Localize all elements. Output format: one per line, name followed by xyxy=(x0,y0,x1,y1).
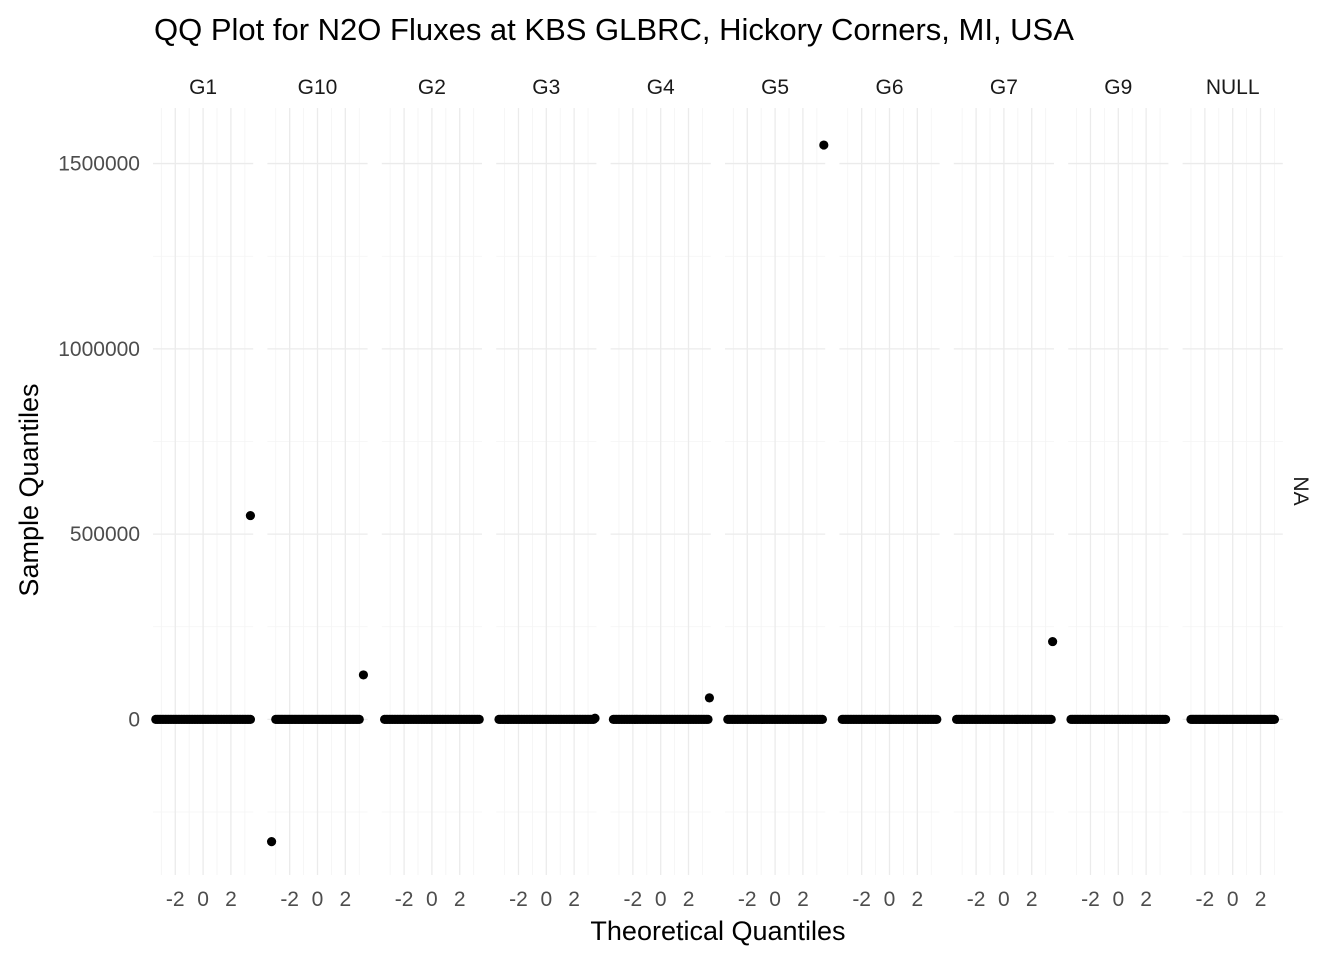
x-tick-label: 0 xyxy=(1227,888,1239,911)
x-tick-label: 2 xyxy=(225,888,237,911)
outlier-point xyxy=(266,837,277,847)
data-point xyxy=(1161,714,1171,724)
x-tick-label: 0 xyxy=(540,888,552,911)
x-tick-label: 0 xyxy=(312,888,324,911)
x-tick-label: -2 xyxy=(395,888,414,911)
x-tick-label: 0 xyxy=(998,888,1010,911)
outlier-point xyxy=(245,510,256,521)
outlier-point xyxy=(358,670,369,680)
facet-strip-label: NULL xyxy=(1206,76,1260,99)
y-axis-title: Sample Quantiles xyxy=(14,383,44,596)
outlier-point xyxy=(704,693,715,703)
x-tick-label: 0 xyxy=(197,888,209,911)
x-tick-label: 0 xyxy=(769,888,781,911)
x-tick-label: -2 xyxy=(280,888,299,911)
facet-panel-null: NULL -2 0 2 xyxy=(1182,76,1283,911)
facet-panel-g1: G1 -2 0 2 xyxy=(151,76,256,911)
x-tick-label: -2 xyxy=(1081,888,1100,911)
x-tick-label: -2 xyxy=(852,888,871,911)
x-tick-label: 0 xyxy=(426,888,438,911)
facet-panel-g10: G10 -2 0 2 xyxy=(266,76,369,911)
x-tick-label: 2 xyxy=(1140,888,1152,911)
facet-panel-g9: G9 -2 0 2 xyxy=(1066,76,1171,911)
data-point xyxy=(817,714,828,724)
data-point xyxy=(354,714,364,724)
facet-panel-g6: G6 -2 0 2 xyxy=(837,76,942,911)
facet-panel-g4: G4 -2 0 2 xyxy=(608,76,715,911)
data-point xyxy=(932,714,942,724)
x-axis-title: Theoretical Quantiles xyxy=(590,916,845,946)
data-point xyxy=(703,714,713,724)
x-tick-label: -2 xyxy=(1196,888,1215,911)
data-point xyxy=(1046,714,1056,724)
x-tick-label: 2 xyxy=(911,888,923,911)
facet-strip-label: G5 xyxy=(761,76,789,99)
facet-panel-g7: G7 -2 0 2 xyxy=(951,76,1058,911)
x-tick-label: -2 xyxy=(166,888,185,911)
facet-strip-label: G2 xyxy=(418,76,446,99)
facet-panel-g2: G2 -2 0 2 xyxy=(379,76,484,911)
x-tick-label: 2 xyxy=(683,888,695,911)
outlier-point xyxy=(1048,636,1058,647)
data-point xyxy=(474,714,484,724)
x-tick-label: 2 xyxy=(568,888,580,911)
facet-strip-label: G9 xyxy=(1104,76,1132,99)
x-tick-label: 2 xyxy=(1255,888,1267,911)
data-point xyxy=(1269,714,1280,724)
x-tick-label: 2 xyxy=(454,888,466,911)
facet-strip-label: G7 xyxy=(990,76,1018,99)
x-tick-label: 0 xyxy=(1112,888,1124,911)
x-tick-label: 2 xyxy=(339,888,351,911)
facet-strip-label: G10 xyxy=(298,76,338,99)
facet-strip-label: G6 xyxy=(875,76,903,99)
x-tick-label: -2 xyxy=(624,888,643,911)
x-tick-label: 2 xyxy=(797,888,809,911)
x-tick-label: 2 xyxy=(1026,888,1038,911)
outlier-point xyxy=(819,140,829,150)
x-tick-label: -2 xyxy=(738,888,757,911)
x-tick-label: 0 xyxy=(884,888,896,911)
facet-strip-label: G1 xyxy=(189,76,217,99)
y-tick-label: 0 xyxy=(128,708,140,731)
x-tick-label: -2 xyxy=(967,888,986,911)
chart-title: QQ Plot for N2O Fluxes at KBS GLBRC, Hic… xyxy=(154,12,1074,47)
facet-strip-label: G4 xyxy=(647,76,675,99)
facet-panel-g5: G5 -2 0 2 xyxy=(723,76,829,911)
y-tick-label: 1500000 xyxy=(58,153,140,176)
x-tick-label: 0 xyxy=(655,888,667,911)
data-point xyxy=(245,714,256,724)
y-axis: 0 500000 1000000 1500000 xyxy=(58,153,140,732)
facet-panel-g3: G3 -2 0 2 xyxy=(494,76,600,911)
y-tick-label: 500000 xyxy=(70,523,140,546)
facet-row-strip-label: NA xyxy=(1289,476,1312,505)
outlier-point xyxy=(590,713,600,723)
y-tick-label: 1000000 xyxy=(58,338,140,361)
facet-strip-label: G3 xyxy=(532,76,560,99)
x-tick-label: -2 xyxy=(509,888,528,911)
